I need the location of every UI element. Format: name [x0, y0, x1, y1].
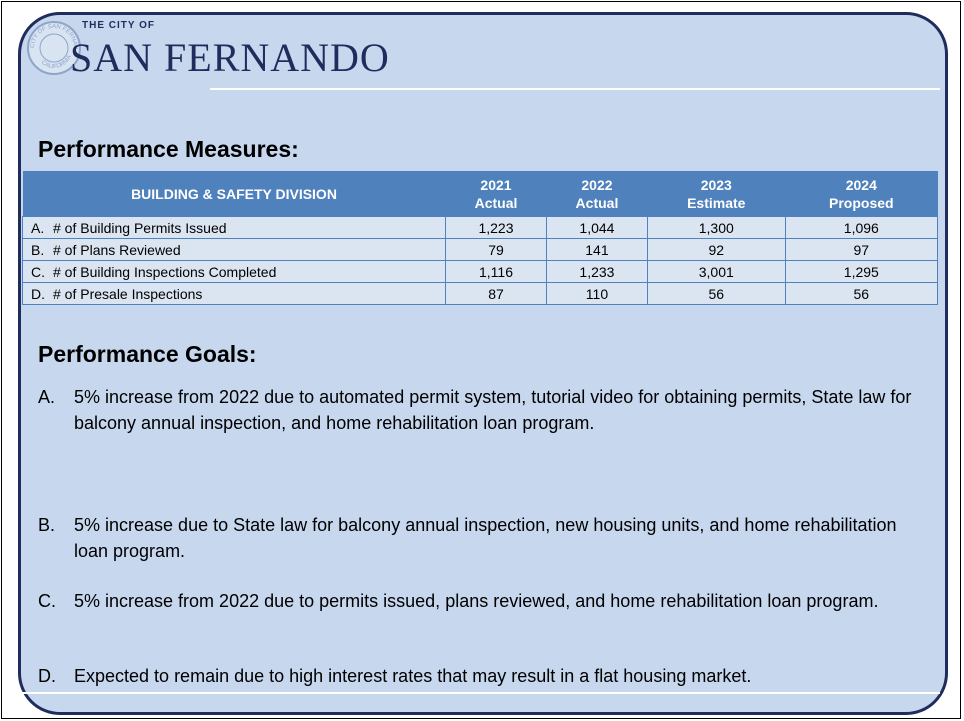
goal-item: B. 5% increase due to State law for balco…	[38, 512, 918, 564]
value-cell: 3,001	[646, 260, 786, 283]
row-label: B. # of Plans Reviewed	[22, 238, 446, 261]
row-text: # of Presale Inspections	[53, 285, 203, 302]
row-letter: B.	[31, 241, 45, 258]
logo-name: SAN FERNANDO	[70, 35, 390, 80]
value-cell: 141	[545, 238, 648, 261]
header-row: BUILDING & SAFETY DIVISION 2021 Actual 202…	[22, 171, 938, 217]
panel	[18, 12, 948, 715]
goal-text: 5% increase from 2022 due to automated p…	[74, 387, 912, 433]
value-cell: 56	[646, 282, 786, 305]
value-cell: 1,044	[545, 216, 648, 239]
value-cell: 87	[445, 282, 547, 305]
goal-text: 5% increase due to State law for balcony…	[74, 515, 897, 561]
row-letter: C.	[31, 263, 45, 280]
header-cell: 2022 Actual	[546, 171, 648, 217]
header-cell: 2023 Estimate	[647, 171, 786, 217]
value-cell: 1,233	[545, 260, 648, 283]
header-year: 2021	[480, 176, 512, 193]
footer-line	[22, 692, 940, 694]
table-row: A. # of Building Permits Issued 1,223 1,044…	[22, 216, 939, 239]
header-kind: Actual	[575, 194, 619, 211]
goal-letter: D.	[38, 666, 56, 686]
value-cell: 79	[445, 238, 547, 261]
value-cell: 1,300	[646, 216, 786, 239]
value-cell: 1,116	[445, 260, 547, 283]
row-letter: A.	[31, 219, 45, 236]
goal-letter: C.	[38, 591, 56, 611]
header-kind: Proposed	[829, 194, 894, 211]
row-letter: D.	[31, 285, 45, 302]
header-year: 2024	[845, 176, 877, 193]
goal-text: Expected to remain due to high interest …	[74, 666, 752, 686]
row-text: # of Plans Reviewed	[53, 241, 181, 258]
row-label: D. # of Presale Inspections	[22, 282, 446, 305]
value-cell: 1,295	[784, 260, 939, 283]
header-cell: 2024 Proposed	[785, 171, 938, 217]
logo-small: THE CITY OF	[82, 20, 156, 31]
row-label: A. # of Building Permits Issued	[22, 216, 446, 239]
measures-table: BUILDING & SAFETY DIVISION 2021 Actual 202…	[22, 171, 939, 305]
goal-letter: B.	[38, 515, 56, 535]
header-year: 2022	[581, 176, 613, 193]
section-title: Performance Goals:	[38, 341, 257, 367]
goal-item: C. 5% increase from 2022 due to permits i…	[38, 588, 918, 614]
row-text: # of Building Inspections Completed	[53, 263, 277, 280]
table-row: D. # of Presale Inspections 87 110 56 56	[22, 282, 939, 305]
goal-item: D. Expected to remain due to high interes…	[38, 663, 918, 689]
value-cell: 97	[784, 238, 939, 261]
table-row: B. # of Plans Reviewed 79 141 92 97	[22, 238, 939, 261]
goal-letter: A.	[38, 387, 56, 407]
header-line	[210, 88, 940, 90]
row-label: C. # of Building Inspections Completed	[22, 260, 446, 283]
row-text: # of Building Permits Issued	[53, 219, 227, 236]
table-row: C. # of Building Inspections Completed 1,1…	[22, 260, 939, 283]
header-kind: Estimate	[687, 194, 746, 211]
value-cell: 110	[545, 282, 648, 305]
goal-item: A. 5% increase from 2022 due to automated…	[38, 384, 918, 436]
header-year: 2023	[700, 176, 732, 193]
section-title: Performance Measures:	[38, 136, 299, 162]
value-cell: 92	[646, 238, 786, 261]
value-cell: 56	[784, 282, 939, 305]
value-cell: 1,223	[445, 216, 547, 239]
value-cell: 1,096	[784, 216, 939, 239]
city-seal: CITY OF SAN FERNANDO CALIFORNIA	[26, 20, 81, 75]
header-kind: Actual	[474, 194, 518, 211]
goal-text: 5% increase from 2022 due to permits iss…	[74, 591, 879, 611]
header-cell: BUILDING & SAFETY DIVISION	[22, 171, 446, 217]
header-cell: 2021 Actual	[445, 171, 547, 217]
